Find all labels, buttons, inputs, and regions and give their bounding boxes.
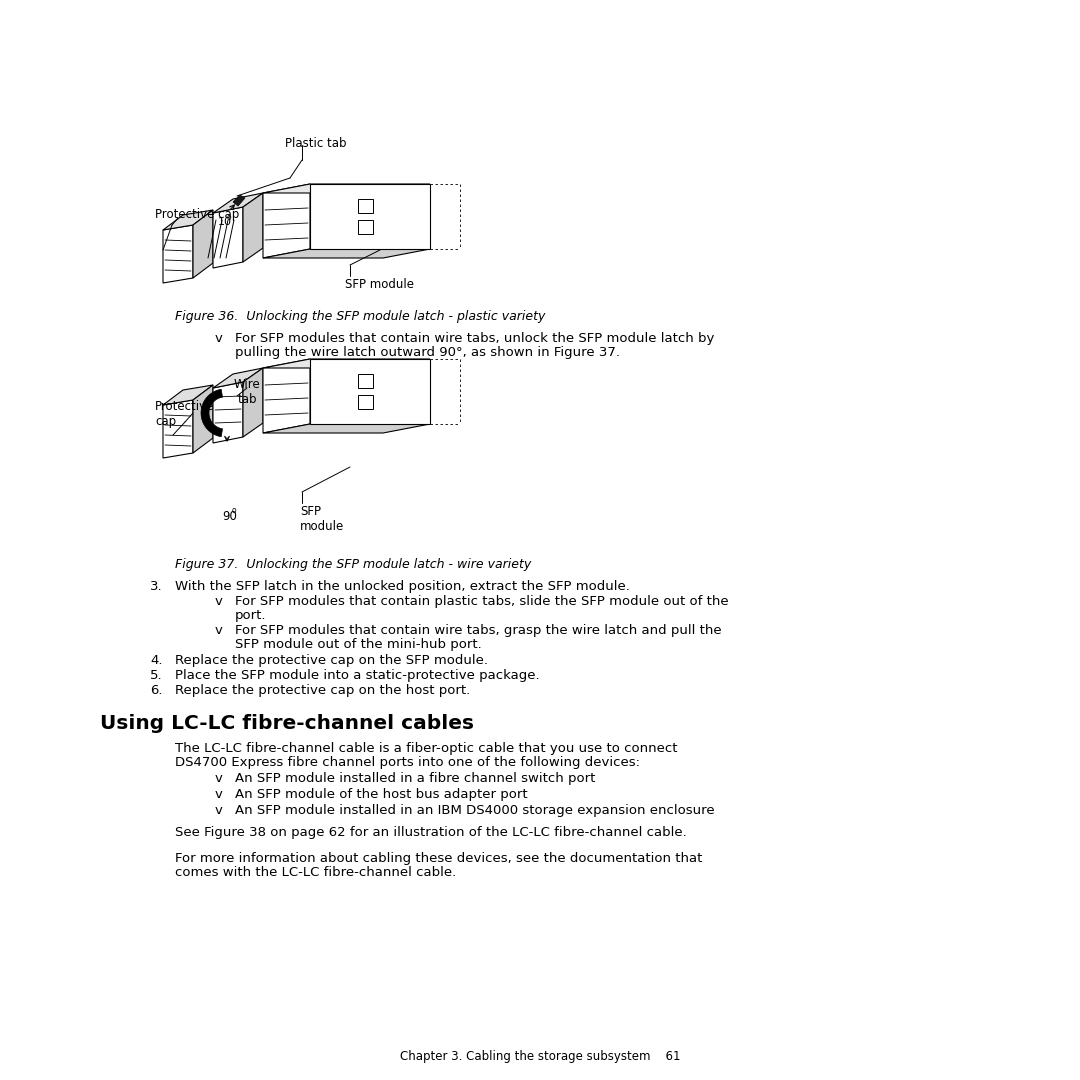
Polygon shape (357, 220, 373, 234)
Text: o: o (232, 507, 237, 515)
Polygon shape (357, 199, 373, 213)
Text: o: o (227, 213, 231, 222)
Text: With the SFP latch in the unlocked position, extract the SFP module.: With the SFP latch in the unlocked posit… (175, 580, 630, 593)
Text: 6.: 6. (150, 684, 162, 697)
Polygon shape (163, 225, 193, 283)
Text: For SFP modules that contain wire tabs, unlock the SFP module latch by: For SFP modules that contain wire tabs, … (235, 332, 714, 345)
Text: v: v (215, 595, 222, 608)
Text: 10: 10 (218, 217, 232, 227)
Text: The LC-LC fibre-channel cable is a fiber-optic cable that you use to connect: The LC-LC fibre-channel cable is a fiber… (175, 742, 677, 755)
Polygon shape (310, 184, 430, 249)
Text: An SFP module installed in a fibre channel switch port: An SFP module installed in a fibre chann… (235, 772, 595, 785)
Text: v: v (215, 804, 222, 816)
Text: See Figure 38 on page 62 for an illustration of the LC-LC fibre-channel cable.: See Figure 38 on page 62 for an illustra… (175, 826, 687, 839)
Text: Replace the protective cap on the SFP module.: Replace the protective cap on the SFP mo… (175, 654, 488, 667)
Polygon shape (264, 184, 310, 258)
Text: 90: 90 (222, 510, 237, 523)
Text: 4.: 4. (150, 654, 162, 667)
Text: Using LC-LC fibre-channel cables: Using LC-LC fibre-channel cables (100, 714, 474, 733)
Text: v: v (215, 624, 222, 637)
Polygon shape (213, 207, 243, 268)
Text: Wire
tab: Wire tab (233, 378, 260, 406)
Polygon shape (233, 195, 245, 206)
Polygon shape (193, 210, 213, 278)
Text: For more information about cabling these devices, see the documentation that: For more information about cabling these… (175, 852, 702, 865)
Text: v: v (215, 332, 222, 345)
Text: v: v (215, 788, 222, 801)
Polygon shape (243, 193, 264, 262)
Text: DS4700 Express fibre channel ports into one of the following devices:: DS4700 Express fibre channel ports into … (175, 756, 640, 769)
Text: Protective
cap: Protective cap (156, 400, 214, 428)
Text: For SFP modules that contain plastic tabs, slide the SFP module out of the: For SFP modules that contain plastic tab… (235, 595, 729, 608)
Polygon shape (357, 374, 373, 388)
Text: comes with the LC-LC fibre-channel cable.: comes with the LC-LC fibre-channel cable… (175, 866, 456, 879)
Text: 3.: 3. (150, 580, 163, 593)
Polygon shape (264, 359, 310, 433)
Text: port.: port. (235, 609, 267, 622)
Text: Plastic tab: Plastic tab (285, 137, 347, 150)
Polygon shape (357, 395, 373, 409)
Text: SFP module: SFP module (345, 278, 414, 291)
Text: Protective cap: Protective cap (156, 208, 240, 221)
Text: An SFP module installed in an IBM DS4000 storage expansion enclosure: An SFP module installed in an IBM DS4000… (235, 804, 715, 816)
Text: Figure 37.  Unlocking the SFP module latch - wire variety: Figure 37. Unlocking the SFP module latc… (175, 558, 531, 571)
Text: pulling the wire latch outward 90°, as shown in Figure 37.: pulling the wire latch outward 90°, as s… (235, 346, 620, 359)
Polygon shape (213, 382, 243, 443)
Text: For SFP modules that contain wire tabs, grasp the wire latch and pull the: For SFP modules that contain wire tabs, … (235, 624, 721, 637)
Text: Chapter 3. Cabling the storage subsystem    61: Chapter 3. Cabling the storage subsystem… (400, 1050, 680, 1063)
Polygon shape (264, 424, 430, 433)
Polygon shape (213, 368, 264, 388)
Polygon shape (163, 384, 213, 405)
Polygon shape (163, 210, 213, 230)
Polygon shape (243, 368, 264, 437)
Text: Place the SFP module into a static-protective package.: Place the SFP module into a static-prote… (175, 669, 540, 681)
Text: Figure 36.  Unlocking the SFP module latch - plastic variety: Figure 36. Unlocking the SFP module latc… (175, 310, 545, 323)
Text: Replace the protective cap on the host port.: Replace the protective cap on the host p… (175, 684, 470, 697)
Polygon shape (264, 249, 430, 258)
Text: 5.: 5. (150, 669, 163, 681)
Polygon shape (264, 184, 430, 193)
Polygon shape (193, 384, 213, 453)
Text: v: v (215, 772, 222, 785)
Polygon shape (213, 193, 264, 213)
Polygon shape (310, 359, 430, 424)
Polygon shape (201, 389, 222, 436)
Text: An SFP module of the host bus adapter port: An SFP module of the host bus adapter po… (235, 788, 528, 801)
Text: SFP
module: SFP module (300, 505, 345, 534)
Text: SFP module out of the mini-hub port.: SFP module out of the mini-hub port. (235, 638, 482, 651)
Polygon shape (264, 359, 430, 368)
Polygon shape (163, 400, 193, 458)
